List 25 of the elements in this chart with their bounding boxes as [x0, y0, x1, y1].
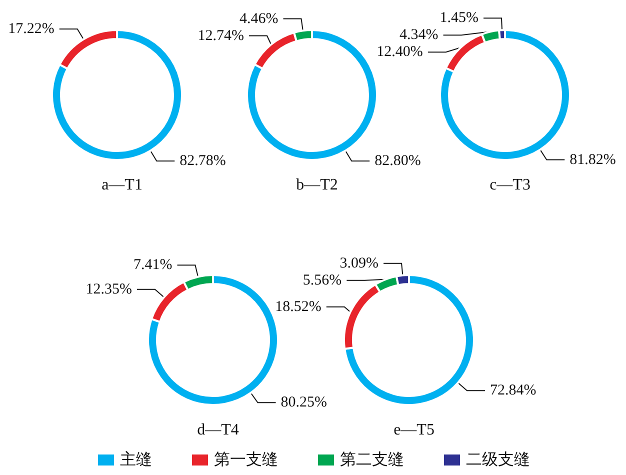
data-label: 82.80%: [374, 153, 421, 170]
data-label: 18.52%: [275, 298, 322, 315]
data-label: 72.84%: [490, 382, 536, 399]
data-label: 12.40%: [376, 44, 423, 60]
data-label: 7.41%: [133, 257, 172, 274]
data-label: 17.22%: [8, 20, 54, 37]
text: b—T2: [296, 176, 338, 194]
data-label: 81.82%: [570, 152, 616, 168]
legend-label: 主缝: [120, 450, 152, 468]
text: c—T3: [490, 176, 530, 194]
data-label: 4.34%: [400, 27, 438, 44]
text: e—T5: [394, 422, 434, 438]
data-label: 1.45%: [440, 10, 478, 26]
data-label: 3.09%: [340, 255, 379, 272]
data-label: 12.74%: [198, 28, 244, 44]
data-label: 82.78%: [180, 153, 226, 170]
text: d—T4: [197, 422, 239, 438]
data-label: 80.25%: [280, 394, 328, 411]
data-label: 5.56%: [302, 272, 342, 288]
legend-label: 二级支缝: [466, 450, 530, 468]
legend-label: 第二支缝: [340, 450, 404, 468]
data-label: 12.35%: [86, 281, 132, 298]
data-label: 4.46%: [239, 10, 278, 27]
text: a—T1: [102, 176, 142, 194]
legend-label: 第一支缝: [214, 450, 278, 468]
